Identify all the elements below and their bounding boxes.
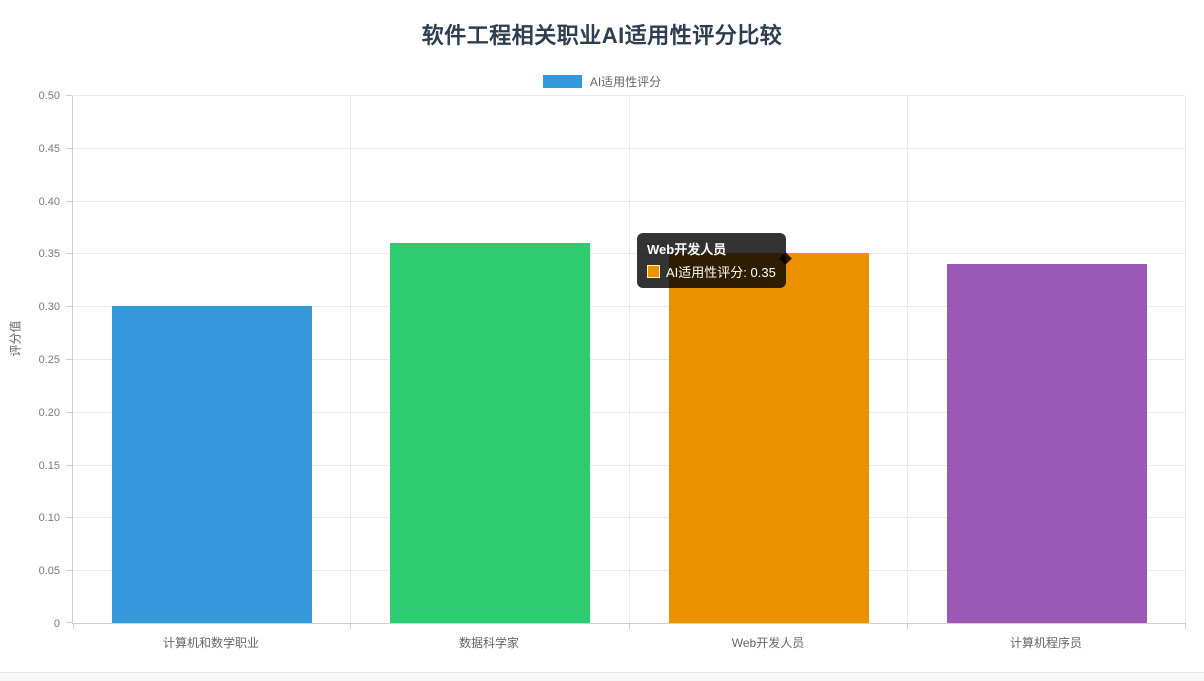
- x-category-label: 计算机和数学职业: [162, 636, 259, 650]
- bar-计算机和数学职业[interactable]: [112, 306, 312, 623]
- bar-计算机程序员[interactable]: [947, 264, 1147, 623]
- x-tick-mark: [1185, 623, 1186, 629]
- y-tick-label: 0.40: [38, 195, 60, 208]
- gridline-horizontal: [73, 95, 1185, 96]
- legend-label: AI适用性评分: [589, 75, 662, 89]
- plot-area: [66, 95, 1186, 629]
- y-tick-label: 0.45: [38, 142, 60, 155]
- y-tick-label: 0.10: [38, 512, 60, 525]
- x-category-label: 计算机程序员: [1009, 636, 1082, 650]
- bar-数据科学家[interactable]: [390, 243, 590, 623]
- x-tick-mark: [629, 623, 630, 629]
- y-tick-mark: [66, 147, 72, 149]
- y-tick-label: 0.30: [38, 301, 60, 314]
- x-tick-mark: [907, 623, 908, 629]
- y-tick-mark: [66, 95, 72, 96]
- legend-item-ai-score[interactable]: AI适用性评分: [542, 73, 662, 90]
- x-category-label: Web开发人员: [731, 636, 805, 650]
- y-tick-label: 0.35: [38, 248, 60, 261]
- y-tick-label: 0.50: [38, 90, 60, 102]
- gridline-vertical: [350, 96, 351, 623]
- y-tick-mark: [66, 306, 72, 308]
- x-tick-mark: [73, 623, 74, 629]
- tooltip: Web开发人员 AI适用性评分: 0.35: [637, 233, 792, 288]
- y-tick-label: 0: [53, 618, 60, 630]
- y-tick-mark: [66, 464, 72, 466]
- footer-bar: [0, 672, 1204, 681]
- y-tick-mark: [66, 253, 72, 255]
- y-tick-label: 0.20: [38, 406, 60, 419]
- y-tick-mark: [66, 570, 72, 572]
- chart-title: 软件工程相关职业AI适用性评分比较: [421, 23, 783, 48]
- y-tick-mark: [66, 200, 72, 202]
- x-tick-mark: [350, 623, 351, 629]
- y-tick-label: 0.05: [38, 565, 60, 578]
- x-category-label: 数据科学家: [458, 636, 519, 650]
- y-tick-mark: [66, 517, 72, 519]
- y-tick-label: 0.15: [38, 459, 60, 472]
- y-tick-mark: [66, 622, 72, 623]
- tooltip-title: Web开发人员: [647, 242, 727, 257]
- legend: AI适用性评分: [0, 73, 1204, 90]
- tooltip-series-swatch: [647, 265, 660, 278]
- bar-Web开发人员[interactable]: [669, 253, 869, 623]
- gridline-vertical: [629, 96, 630, 623]
- gridline-vertical: [907, 96, 908, 623]
- legend-swatch: [542, 75, 582, 88]
- gridline-vertical: [1185, 96, 1186, 623]
- y-tick-mark: [66, 411, 72, 413]
- tooltip-value-label: AI适用性评分: 0.35: [666, 265, 776, 280]
- tooltip-row: AI适用性评分: 0.35: [647, 262, 776, 281]
- y-tick-label: 0.25: [38, 354, 60, 366]
- y-tick-mark: [66, 359, 72, 360]
